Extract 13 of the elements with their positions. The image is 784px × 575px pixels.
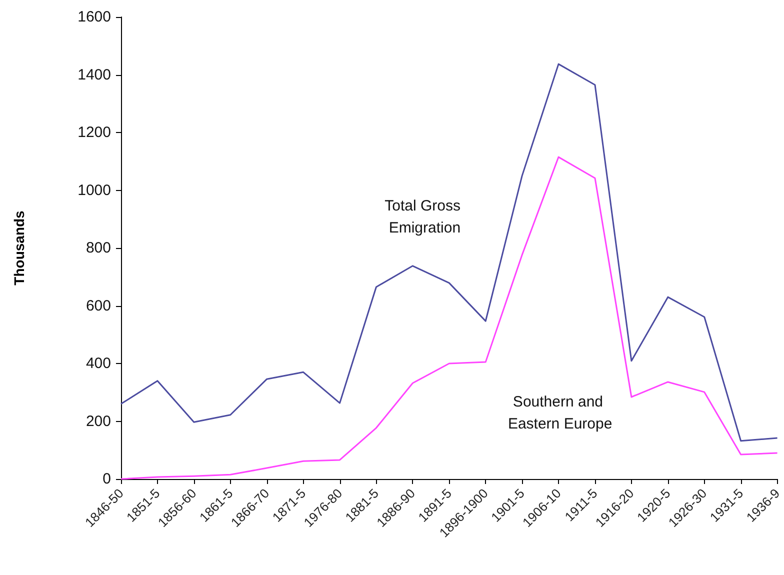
- line-series: [120, 63, 778, 442]
- y-tick-label: 1600: [78, 8, 111, 26]
- y-tick-label: 1200: [78, 124, 111, 141]
- y-tick-label: 0: [102, 470, 111, 488]
- series-label: Southern and Eastern Europe: [508, 393, 612, 432]
- y-tick-label: 800: [86, 240, 111, 256]
- y-tick-label: 200: [86, 412, 111, 430]
- text: Total Gross Emigration: [384, 197, 465, 236]
- y-tick-label: 1000: [78, 182, 111, 199]
- y-tick-label: 400: [86, 355, 111, 372]
- y-axis-title: Thousands: [11, 210, 27, 286]
- y-tick-label: 600: [86, 297, 111, 314]
- y-tick-label: 1400: [78, 66, 111, 84]
